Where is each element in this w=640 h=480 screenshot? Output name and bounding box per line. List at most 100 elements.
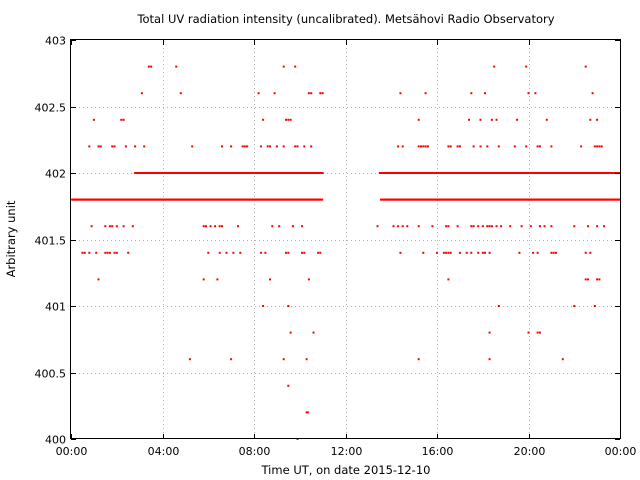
data-point: [241, 145, 244, 148]
data-point: [282, 358, 285, 361]
data-point: [191, 145, 194, 148]
data-point: [596, 118, 599, 121]
data-point: [305, 358, 308, 361]
data-point: [376, 225, 379, 228]
data-point: [221, 225, 223, 228]
data-point: [488, 251, 491, 254]
data-point: [520, 225, 523, 228]
data-point: [442, 251, 445, 254]
data-point: [88, 251, 91, 254]
x-tick-label: 12:00: [331, 445, 363, 458]
data-point: [470, 225, 473, 228]
data-point: [113, 251, 116, 254]
data-point: [319, 251, 322, 254]
data-point: [458, 251, 461, 254]
data-point: [301, 225, 303, 228]
data-point: [115, 251, 118, 254]
data-point: [417, 145, 420, 148]
x-axis-label: Time UT, on date 2015-12-10: [261, 463, 431, 477]
data-point: [527, 92, 530, 95]
data-point: [479, 145, 482, 148]
data-point: [296, 145, 299, 148]
data-point: [307, 278, 310, 281]
data-point: [424, 92, 427, 95]
data-point: [587, 225, 589, 228]
data-point: [488, 358, 491, 361]
data-point: [497, 305, 500, 307]
data-point: [221, 145, 223, 148]
data-point: [287, 384, 290, 387]
data-point: [310, 145, 313, 148]
data-point: [449, 251, 452, 254]
data-point: [584, 251, 587, 254]
data-point: [561, 358, 564, 361]
data-point: [269, 145, 271, 148]
data-point: [239, 251, 242, 254]
data-point: [289, 118, 292, 121]
data-point: [479, 118, 482, 121]
data-point: [584, 65, 587, 68]
data-point: [603, 225, 605, 228]
data-point: [422, 145, 425, 148]
data-point: [218, 251, 221, 254]
data-point: [580, 145, 583, 148]
data-point: [486, 145, 489, 148]
y-tick-label: 401: [45, 301, 66, 314]
data-point: [552, 251, 555, 254]
data-point: [397, 145, 400, 148]
data-point: [179, 92, 182, 95]
x-tick-label: 04:00: [148, 445, 180, 458]
data-point: [436, 251, 438, 254]
data-point: [273, 92, 276, 95]
data-point: [417, 225, 420, 228]
data-point: [294, 65, 297, 68]
data-point: [536, 145, 539, 148]
data-point: [92, 118, 95, 121]
data-point: [399, 92, 402, 95]
data-point: [593, 145, 596, 148]
data-point: [495, 118, 498, 121]
data-point: [294, 145, 297, 148]
data-point: [598, 145, 601, 148]
data-point: [488, 331, 491, 334]
data-point: [445, 251, 448, 254]
axis-ticks: 00:00 04:00 08:00 12:00 16:00 20:00 00:0040040…: [35, 35, 637, 459]
data-point: [321, 172, 324, 174]
data-point: [97, 278, 100, 281]
data-point: [445, 225, 448, 228]
data-point: [401, 225, 404, 228]
data-point: [321, 198, 324, 201]
x-tick-label: 00:00: [56, 445, 88, 458]
data-point: [596, 145, 599, 148]
data-point: [205, 225, 207, 228]
data-point: [307, 92, 310, 95]
data-point: [490, 118, 493, 121]
data-point: [257, 92, 260, 95]
data-point: [417, 358, 420, 361]
data-point: [532, 251, 535, 254]
data-point: [550, 145, 553, 148]
data-point: [289, 331, 292, 334]
data-point: [97, 145, 100, 148]
data-point: [525, 65, 528, 68]
data-point: [527, 331, 530, 334]
data-point: [301, 251, 303, 254]
data-point: [593, 305, 596, 307]
data-point: [259, 251, 262, 254]
data-point: [589, 251, 592, 254]
data-point: [490, 225, 493, 228]
data-point: [596, 225, 599, 228]
data-point: [550, 251, 553, 254]
data-point: [447, 145, 450, 148]
data-point: [486, 225, 489, 228]
data-point: [495, 225, 498, 228]
data-point: [431, 225, 434, 228]
data-point: [481, 225, 484, 228]
grid-lines: [71, 40, 620, 439]
data-point: [271, 225, 274, 228]
data-point: [397, 225, 400, 228]
data-point: [424, 145, 427, 148]
data-point: [202, 278, 205, 281]
x-tick-label: 00:00: [605, 445, 637, 458]
